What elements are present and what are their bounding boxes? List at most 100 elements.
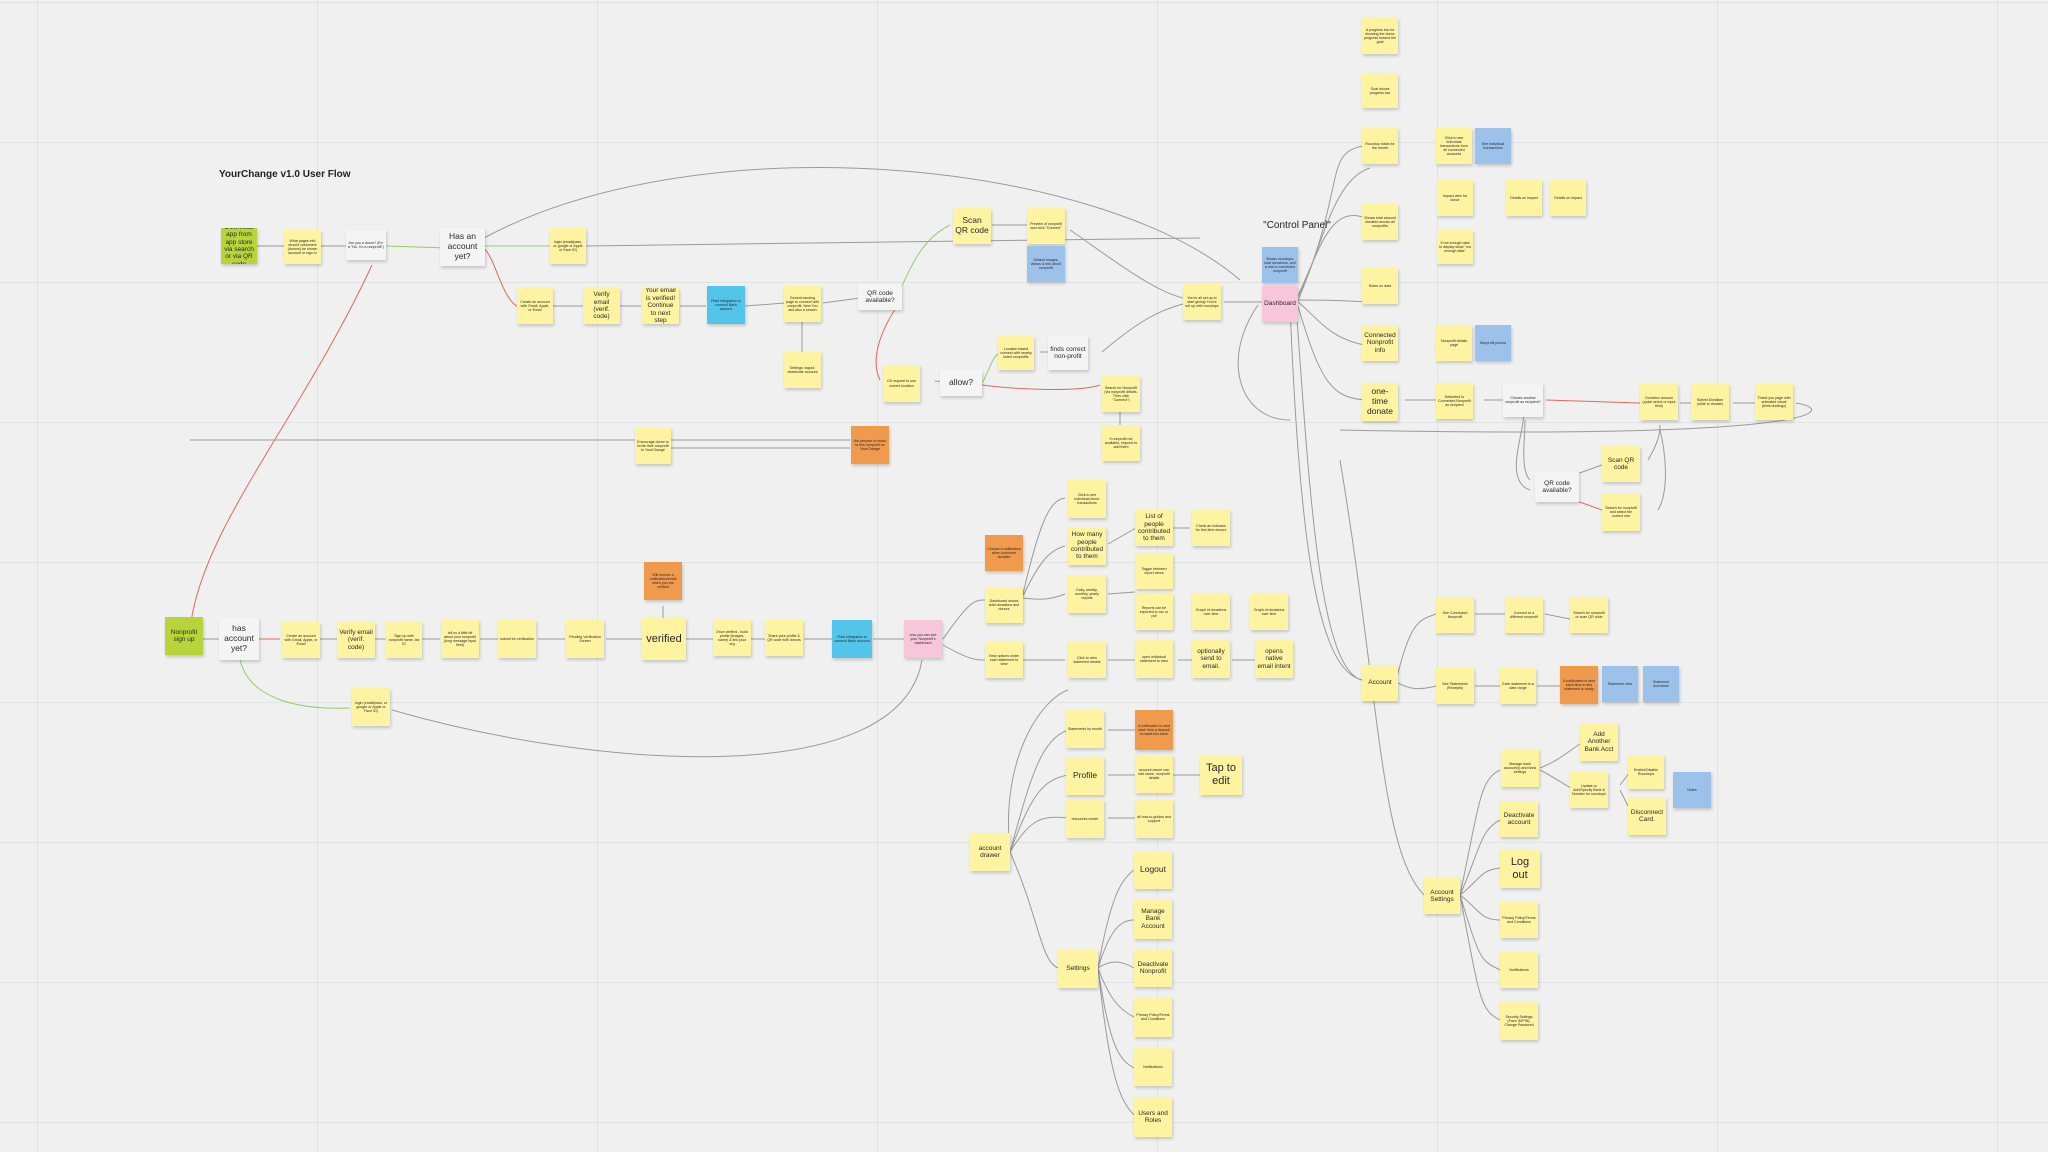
nonprofit-signup-note[interactable]: Nonprofit sign up bbox=[165, 617, 203, 655]
settings-logout-note[interactable]: Settings: logout, deactivate account bbox=[784, 352, 821, 388]
generic-landing-note[interactable]: Generic landing page to connect with non… bbox=[784, 286, 821, 322]
see-statements-note[interactable]: See Statements (Receipts) bbox=[1436, 668, 1474, 704]
allow-decision[interactable]: allow? bbox=[940, 370, 982, 396]
security-settings-note[interactable]: Security Settings (Face ID/PIN), Change … bbox=[1500, 1002, 1538, 1040]
thank-you-note[interactable]: Thank you page with animated visual (thi… bbox=[1755, 384, 1793, 420]
bank-blue-note[interactable]: Notes bbox=[1673, 772, 1711, 808]
share-profile-note[interactable]: Share your profile & QR code with donors bbox=[765, 620, 803, 656]
submit-donation-note[interactable]: Submit Donation (slide to donate) bbox=[1691, 384, 1729, 420]
verified-notification-note[interactable]: Will receive a notification/email when y… bbox=[644, 562, 682, 600]
defaulted-recipient-note[interactable]: Defaulted to Connected Nonprofit as reci… bbox=[1436, 383, 1473, 419]
nonprofit-signup-details-note[interactable]: Sign up with nonprofit name, tax ID bbox=[386, 622, 422, 658]
nonprofit-create-account-note[interactable]: Create an account with Gmail, Apple, or … bbox=[282, 622, 320, 658]
email-verified-note[interactable]: Your email is verified! Continue to next… bbox=[642, 288, 679, 324]
deactivate-account-note[interactable]: Deactivate account bbox=[1500, 801, 1538, 837]
qr-available2-decision[interactable]: QR code available? bbox=[1535, 472, 1579, 502]
pending-verification-note[interactable]: Pending Verification Screen bbox=[566, 620, 604, 658]
nonprofit-privacy-note[interactable]: Privacy Policy/Terms and Conditions bbox=[1134, 997, 1172, 1037]
progress-top-note[interactable]: A progress bar for showing the donor pro… bbox=[1362, 18, 1398, 54]
optionally-send-note[interactable]: optionally send to email. bbox=[1192, 640, 1230, 678]
resources-center-note[interactable]: resources center bbox=[1066, 800, 1104, 838]
profile-edit-note[interactable]: account owner can edit name, nonprofit d… bbox=[1135, 755, 1173, 793]
create-account-note[interactable]: Create an account with Gmail, Apple, or … bbox=[517, 288, 553, 324]
reports-note[interactable]: Daily, weekly, monthly, yearly reports bbox=[1068, 575, 1106, 613]
donor-privacy-note[interactable]: Privacy Policy/Terms and Conditions bbox=[1500, 902, 1538, 938]
nonprofit-photos-note[interactable]: Nonprofit photos bbox=[1475, 325, 1511, 361]
location-based-note[interactable]: Location based connect with nearby liste… bbox=[998, 336, 1034, 370]
impact-view-note[interactable]: Impact view for donor bbox=[1437, 180, 1473, 216]
graph-donations-note[interactable]: Graph of donations over time bbox=[1192, 594, 1230, 630]
donor-transactions-note[interactable]: Click to see individual donor transactio… bbox=[1068, 480, 1106, 518]
donor-logout-note[interactable]: Log out bbox=[1500, 850, 1540, 888]
list-people-note[interactable]: List of people contributed to them bbox=[1135, 510, 1173, 546]
dashboard-notification-note[interactable]: Choose a notification when someone donat… bbox=[985, 535, 1023, 571]
submit-verification-note[interactable]: submit for verification bbox=[498, 620, 536, 658]
invite-tip-note[interactable]: Encourage donor to invite their nonprofi… bbox=[635, 428, 671, 464]
account-settings-node[interactable]: Account Settings bbox=[1424, 878, 1460, 914]
donation-amount-note[interactable]: Donation amount (quick select or input f… bbox=[1640, 384, 1678, 420]
graph-donations-note-2[interactable]: Graph of donations over time bbox=[1250, 594, 1288, 630]
impact-details-note[interactable]: Details on impact bbox=[1506, 180, 1542, 216]
disconnect-card-note[interactable]: Disconnect Card. bbox=[1628, 797, 1666, 835]
login-options-note[interactable]: What pages info should customers (donors… bbox=[284, 230, 321, 264]
manage-bank-note[interactable]: Manage bank account(s) and bank settings bbox=[1501, 749, 1539, 787]
statements-month-note[interactable]: Statements by month bbox=[1066, 710, 1104, 748]
qr-available-decision[interactable]: QR code available? bbox=[858, 284, 902, 310]
dashboard-summary-note[interactable]: Dashboard shows total donations and dono… bbox=[985, 587, 1023, 623]
preview-nonprofit-note[interactable]: Preview of nonprofit and click "Connect" bbox=[1027, 208, 1065, 244]
statements-notification-note[interactable]: A notification is sent each time a depos… bbox=[1135, 710, 1173, 750]
donor-login-note[interactable]: login (email/pass, or google or Apple or… bbox=[550, 228, 586, 264]
verified-node[interactable]: verified bbox=[642, 618, 686, 660]
enable-roundups-note[interactable]: Enable/Disable Roundups bbox=[1628, 755, 1664, 789]
connect-different-note[interactable]: Connect to a different nonprofit bbox=[1505, 597, 1543, 633]
manage-bank-account-note[interactable]: Manage Bank Account bbox=[1134, 899, 1172, 939]
individual-transactions-note[interactable]: See individual transactions bbox=[1475, 128, 1511, 164]
tap-to-edit-note[interactable]: Tap to edit bbox=[1200, 755, 1242, 795]
nonprofit-notifications-note[interactable]: Notifications bbox=[1134, 1048, 1172, 1086]
os-location-note[interactable]: OS request to use current location bbox=[883, 365, 920, 402]
nonprofit-login-note[interactable]: login (email/pass, or google or Apple or… bbox=[352, 688, 390, 726]
opens-native-note[interactable]: opens native email intent bbox=[1255, 640, 1293, 678]
first-time-indicator-note[interactable]: Check an indicator for first time donors bbox=[1192, 510, 1230, 546]
settings-node[interactable]: Settings bbox=[1058, 950, 1098, 988]
nonprofit-has-account-decision[interactable]: has account yet? bbox=[219, 618, 259, 660]
finds-nonprofit-note[interactable]: finds correct non-profit bbox=[1048, 336, 1088, 370]
enough-data-note[interactable]: If not enough data to display show "not … bbox=[1437, 230, 1473, 264]
brand-setup-note[interactable]: Once verified - build profile (images, n… bbox=[713, 620, 751, 656]
users-roles-note[interactable]: Users and Roles bbox=[1134, 1097, 1172, 1137]
all-set-note[interactable]: You're all set up to start giving! You'r… bbox=[1183, 284, 1221, 320]
profile-note[interactable]: Profile bbox=[1066, 757, 1104, 795]
download-app-note[interactable]: Download app from app store via search o… bbox=[221, 228, 257, 264]
search-or-scan-note[interactable]: Search for nonprofit or scan QR code bbox=[1570, 597, 1608, 633]
verify-email-note[interactable]: Verify email (verif. code) bbox=[583, 288, 620, 324]
data-notes-note[interactable]: Notes on data bbox=[1362, 268, 1398, 304]
are-you-donor-decision[interactable]: Are you a donor? (Ex: a "No, I'm a nonpr… bbox=[346, 230, 386, 260]
connected-info-note[interactable]: Connected Nonprofit info bbox=[1362, 325, 1398, 361]
deactivate-nonprofit-note[interactable]: Deactivate Nonprofit bbox=[1134, 949, 1172, 987]
search-select-note[interactable]: Search for nonprofit and select the corr… bbox=[1602, 493, 1640, 531]
see-connected-note[interactable]: See Connected Nonprofit bbox=[1436, 597, 1474, 633]
plaid-bank-note[interactable]: Plaid integration to connect Bank accoun… bbox=[707, 286, 745, 324]
donor-notifications-note[interactable]: Notifications bbox=[1500, 952, 1538, 988]
roundup-totals-note[interactable]: Roundup totals for the month bbox=[1362, 128, 1398, 164]
statement-details-note[interactable]: Click to view statement details bbox=[1068, 642, 1106, 678]
open-statement-note[interactable]: open individual statement to view bbox=[1135, 640, 1173, 678]
tell-us-note[interactable]: tell us a little bit about your nonprofi… bbox=[441, 620, 479, 658]
statement-options-note[interactable]: View options under each statement to vie… bbox=[985, 642, 1023, 678]
nonprofit-logout-note[interactable]: Logout bbox=[1134, 851, 1172, 889]
not-available-note[interactable]: If nonprofit not available, request to a… bbox=[1102, 425, 1140, 461]
toggle-reports-note[interactable]: Toggle between report views bbox=[1135, 553, 1173, 589]
how-many-note[interactable]: How many people contributed to them bbox=[1068, 527, 1106, 565]
invite-nonprofit-note[interactable]: We prepare to reach to this nonprofit on… bbox=[851, 426, 889, 464]
search-nonprofit-note[interactable]: Search for Nonprofit (via nonprofit deta… bbox=[1102, 376, 1140, 412]
nonprofit-verify-email-note[interactable]: Verify email (verif. code) bbox=[337, 622, 375, 658]
nonprofit-dashboard-note[interactable]: now you can see your Nonprofit's dashboa… bbox=[904, 620, 942, 658]
export-reports-note[interactable]: Reports can be exported to csv or pdf bbox=[1135, 594, 1173, 630]
statement-download-note[interactable]: Statement download bbox=[1643, 666, 1679, 702]
account-drawer-node[interactable]: account drawer bbox=[970, 833, 1010, 871]
dashboard-detail-note[interactable]: Shows roundups, total donations, and a l… bbox=[1262, 247, 1298, 283]
choose-another-decision[interactable]: Choose another nonprofit as recipient? bbox=[1503, 383, 1543, 417]
preview-detail-note[interactable]: Default images, videos & info about nonp… bbox=[1027, 246, 1065, 282]
statement-view-note[interactable]: Statement view bbox=[1602, 666, 1638, 702]
